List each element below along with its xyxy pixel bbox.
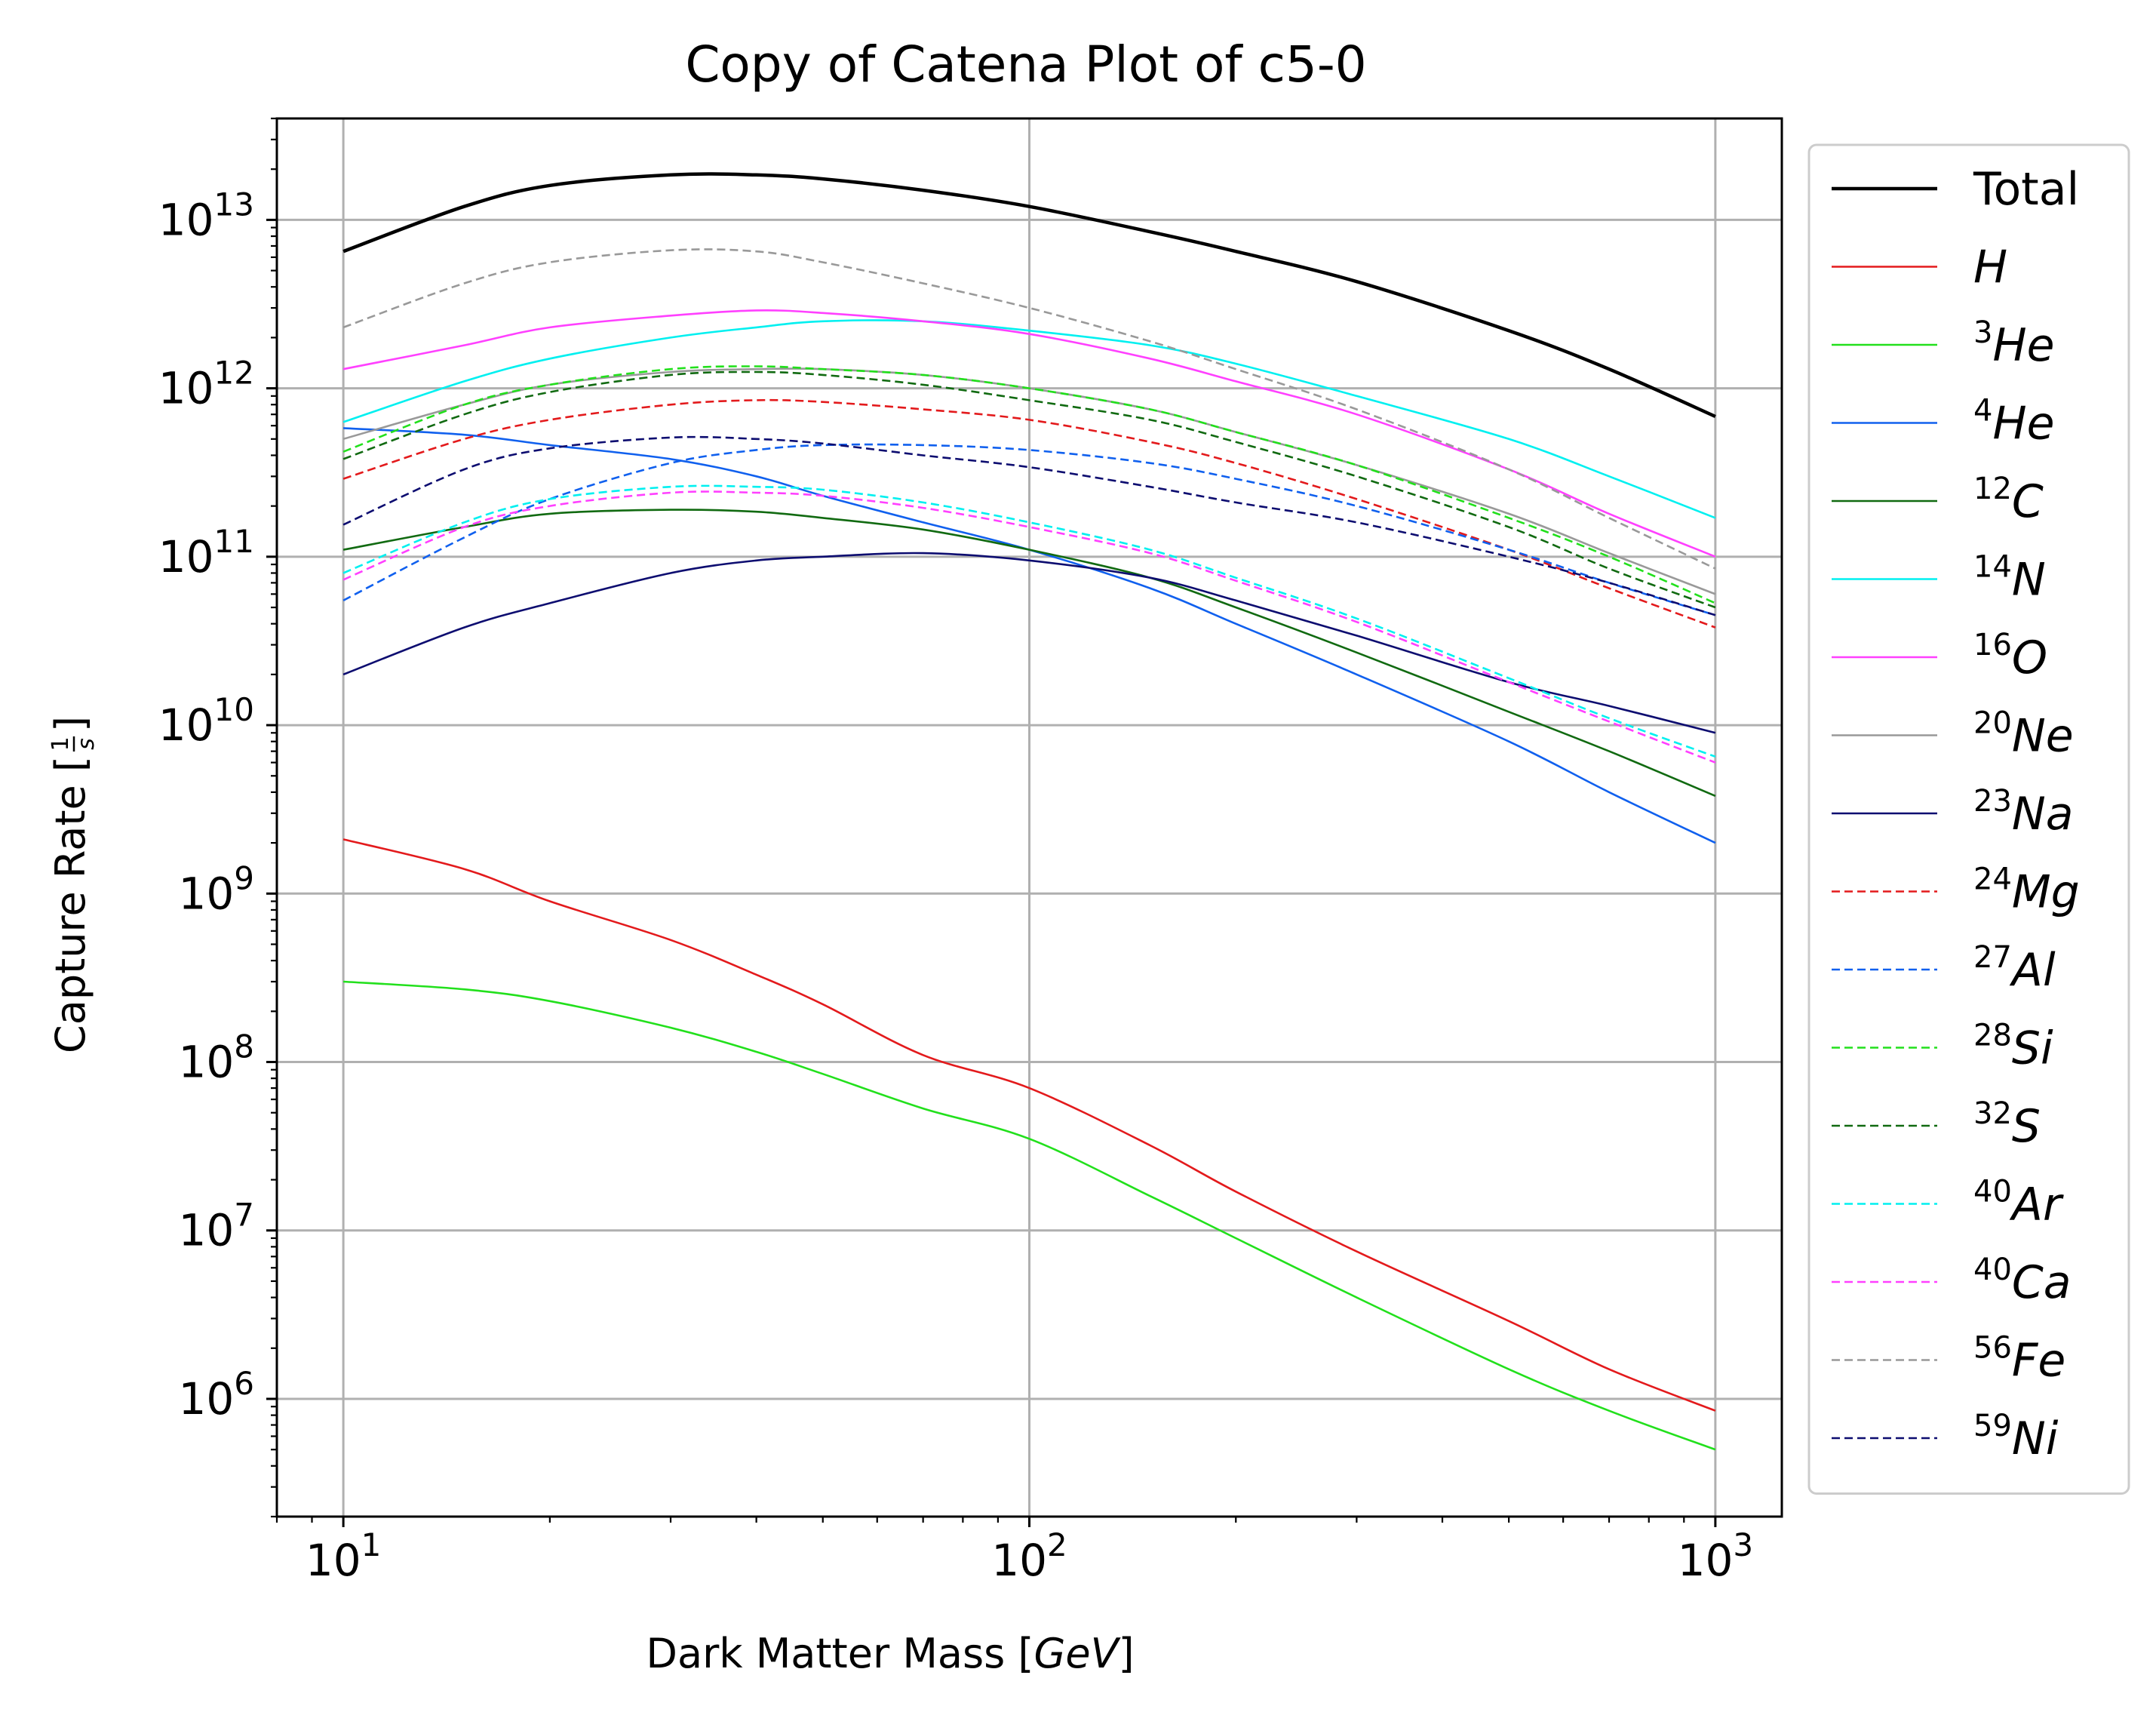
- y-axis-label-fraction-den: s: [73, 738, 100, 750]
- y-tick-label: 109: [178, 859, 254, 919]
- x-tick-label: 102: [991, 1526, 1067, 1586]
- x-axis-label: Dark Matter Mass [GeV]: [646, 1630, 1134, 1677]
- legend-label: 23Na: [1973, 784, 2074, 841]
- series-line-14-40ca: [342, 490, 1716, 764]
- series-line-1-h: [342, 838, 1716, 1412]
- series-line-13-40ar: [342, 484, 1716, 758]
- legend-label: 40Ca: [1973, 1253, 2072, 1309]
- axis-ticks: [266, 117, 1717, 1527]
- y-tick-label: 1010: [158, 691, 254, 751]
- series-layer: [342, 172, 1716, 1451]
- y-axis-label-close: ]: [47, 716, 94, 732]
- y-axis-label: Capture Rate [ 1 s ]: [47, 716, 100, 1053]
- y-tick-label: 108: [178, 1028, 254, 1088]
- legend-label: 4He: [1973, 394, 2054, 450]
- chart-title: Copy of Catena Plot of c5-0: [685, 35, 1366, 94]
- legend-label: 28Si: [1973, 1019, 2053, 1075]
- legend-label: 20Ne: [1973, 706, 2074, 763]
- legend: Total H 3He 4He 12C 14N 16O 20Ne 23Na 24Mg 27Al 28S…: [1807, 143, 2130, 1495]
- series-line-11-28si: [342, 365, 1716, 604]
- legend-box: [1807, 143, 2130, 1495]
- y-tick-label: 106: [178, 1365, 254, 1425]
- x-axis-label-text: Dark Matter Mass [: [646, 1630, 1033, 1677]
- series-line-16-59ni: [342, 435, 1716, 616]
- x-axis-label-unit: GeV: [1034, 1630, 1122, 1677]
- legend-label: Total: [1973, 163, 2079, 216]
- x-tick-label: 103: [1678, 1526, 1754, 1586]
- series-line-0-total: [342, 172, 1716, 419]
- legend-label: 40Ar: [1973, 1175, 2064, 1231]
- y-tick-label: 1011: [158, 523, 254, 582]
- y-tick-label: 107: [178, 1197, 254, 1256]
- series-line-15-56fe: [342, 248, 1716, 570]
- series-line-5-14n: [342, 319, 1716, 519]
- legend-label: 3He: [1973, 315, 2054, 372]
- x-tick-label: 101: [306, 1526, 382, 1586]
- legend-label: 24Mg: [1973, 862, 2080, 919]
- legend-label: 59Ni: [1973, 1409, 2059, 1465]
- series-line-2-3he: [343, 980, 1716, 1451]
- legend-label: 56Fe: [1973, 1331, 2065, 1388]
- series-line-4-12c: [342, 509, 1716, 798]
- legend-label: 27Al: [1973, 940, 2056, 997]
- x-axis-label-close: ]: [1119, 1630, 1135, 1677]
- y-tick-label: 1013: [158, 186, 254, 245]
- legend-label: 14N: [1973, 550, 2046, 607]
- legend-label: 12C: [1973, 472, 2044, 528]
- y-tick-label: 1012: [158, 355, 254, 414]
- legend-label: 32S: [1973, 1096, 2041, 1153]
- y-axis-label-text: Capture Rate [: [47, 756, 94, 1053]
- legend-label: 16O: [1973, 628, 2047, 684]
- series-line-12-32s: [342, 370, 1716, 609]
- legend-label: H: [1973, 241, 2007, 294]
- y-axis-label-fraction-num: 1: [48, 736, 74, 751]
- tick-labels: 101 102 103 106 107 108 109 1010 1011 1012 1013: [158, 186, 1753, 1586]
